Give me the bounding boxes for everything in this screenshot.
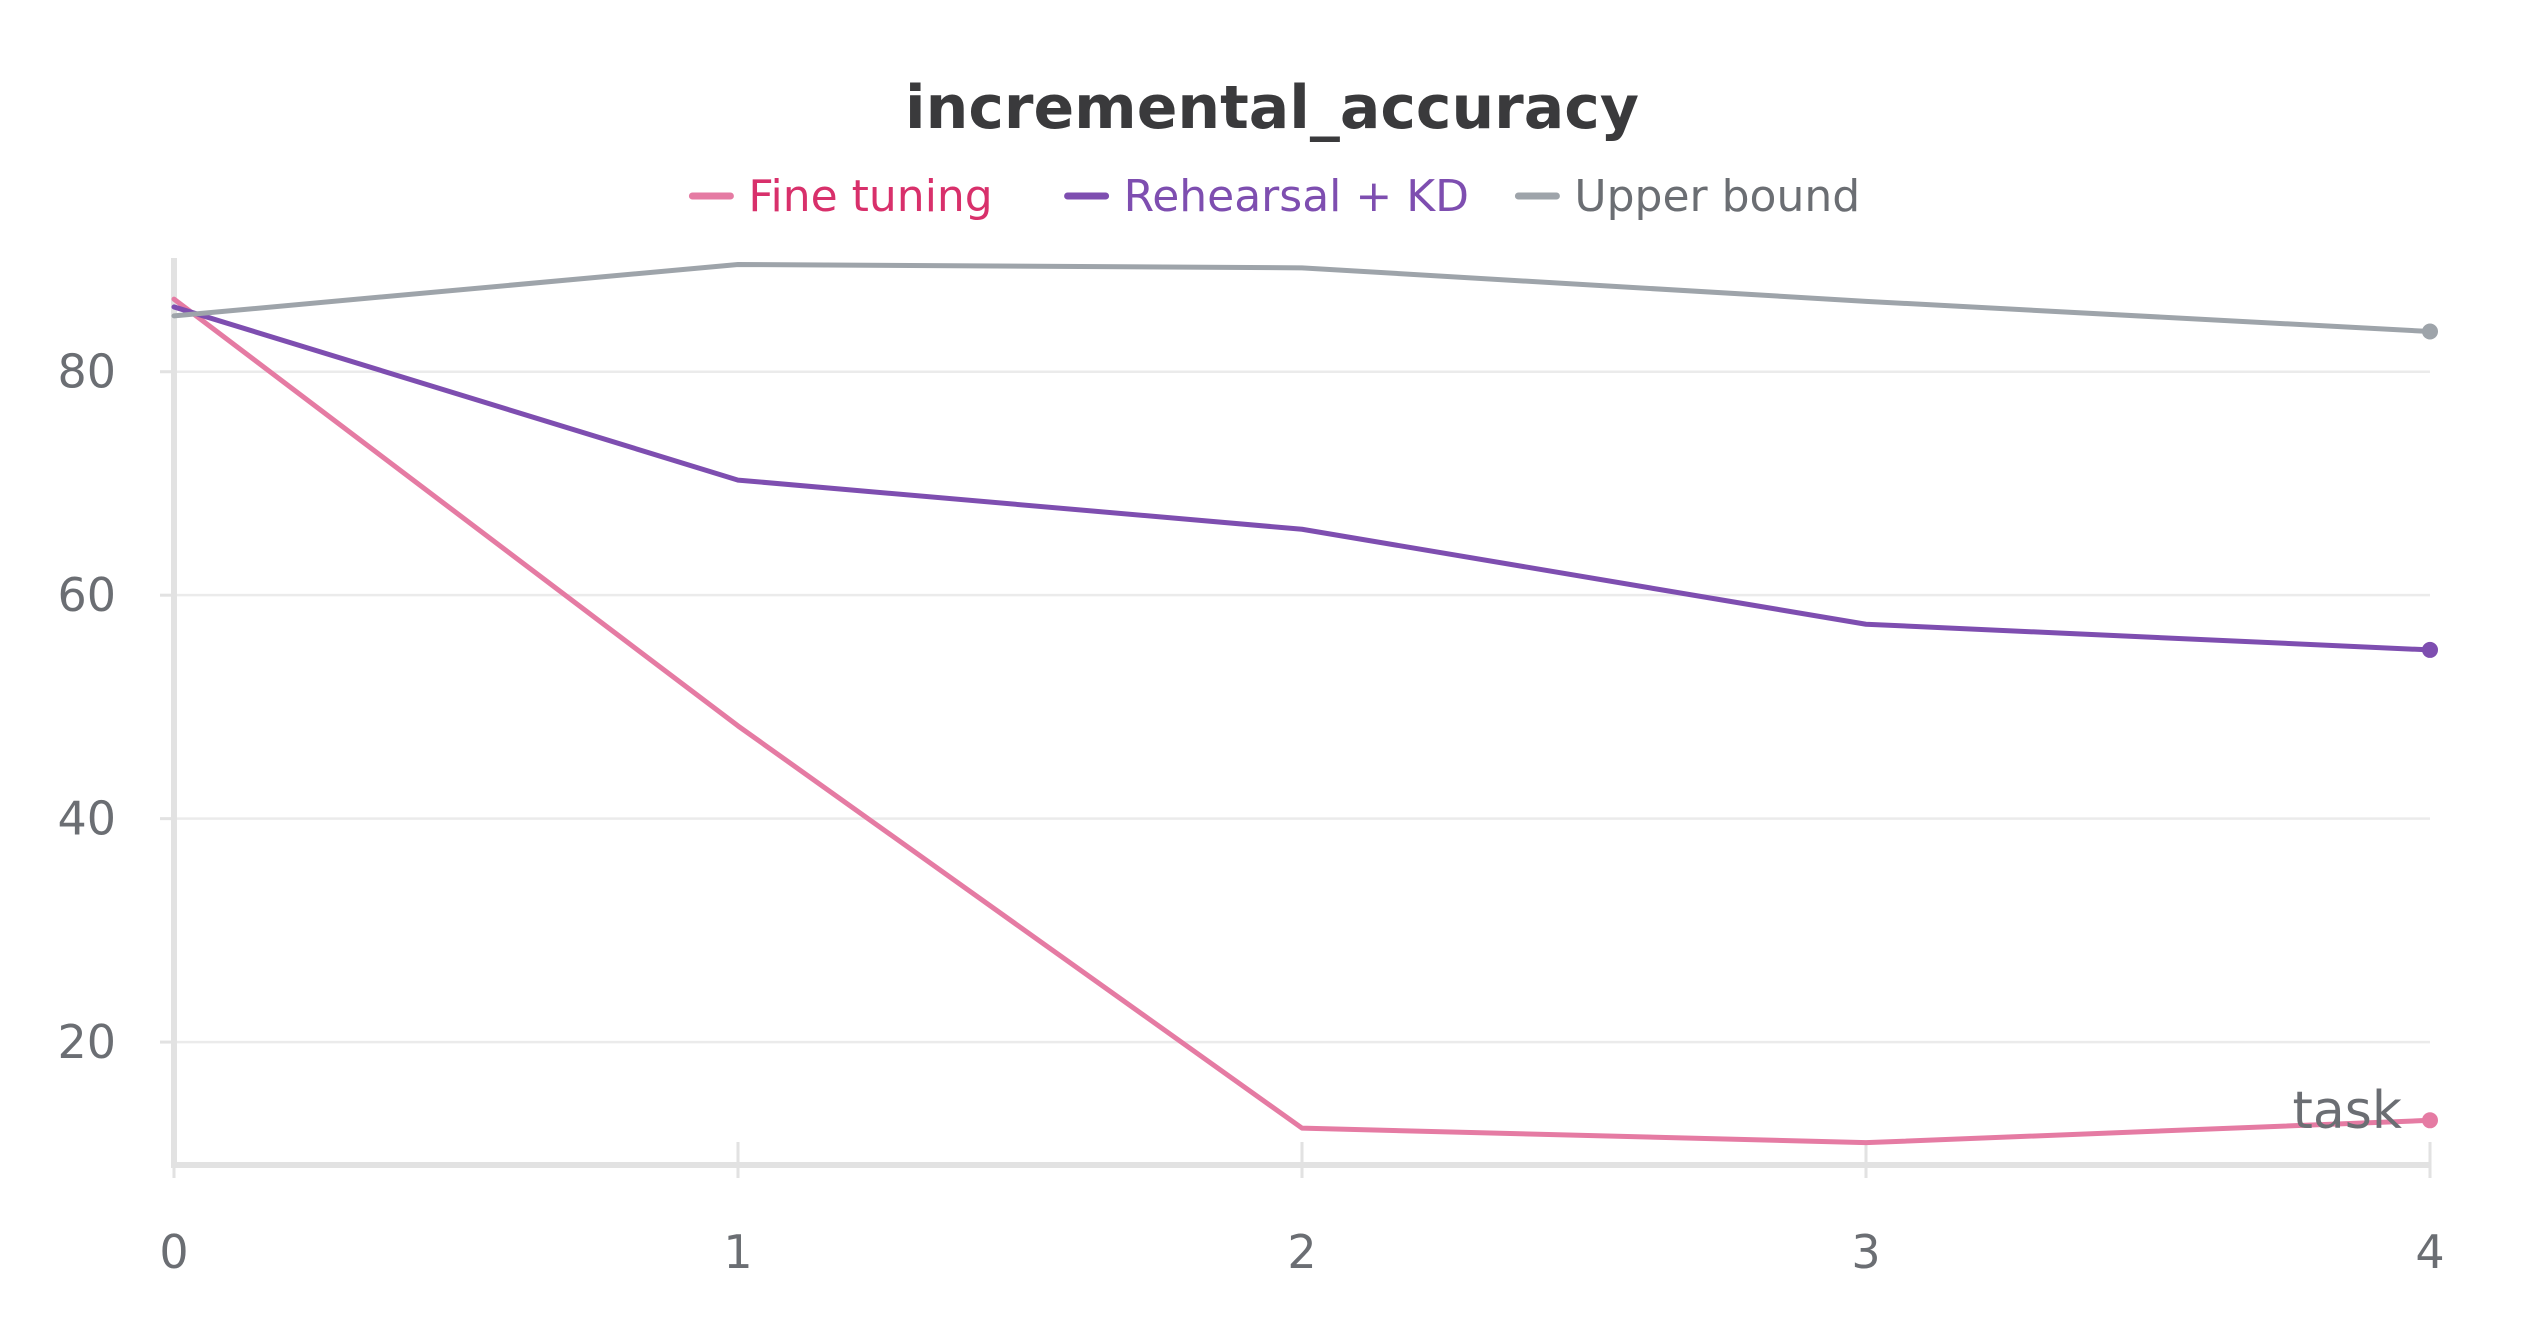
axes (160, 258, 2432, 1178)
x-tick-label: 2 (1287, 1225, 1316, 1279)
gridlines (174, 370, 2430, 1044)
x-tick-label: 3 (1851, 1225, 1880, 1279)
series-line (171, 304, 2433, 653)
legend: Fine tuning Rehearsal + KD Upper bound (688, 171, 1860, 222)
tick-labels: 0 1 2 3 4 20 40 60 80 (57, 345, 2444, 1279)
series-end-marker (2422, 323, 2438, 340)
series-end-marker (2422, 641, 2438, 658)
chart-title: incremental_accuracy (905, 73, 1639, 143)
x-tick-label: 4 (2415, 1225, 2444, 1279)
x-tick-label: 0 (159, 1225, 188, 1279)
x-axis-label: task (2293, 1081, 2402, 1141)
legend-label: Fine tuning (748, 171, 992, 222)
x-tick-label: 1 (723, 1225, 752, 1279)
legend-label: Rehearsal + KD (1124, 171, 1469, 222)
y-tick-label: 20 (57, 1015, 116, 1069)
series-group (171, 261, 2438, 1146)
y-tick-label: 40 (57, 792, 116, 846)
y-tick-label: 80 (57, 345, 116, 399)
series-end-marker (2422, 1112, 2438, 1129)
series-line (171, 261, 2433, 335)
series-line (171, 296, 2433, 1146)
legend-label: Upper bound (1574, 171, 1860, 222)
y-tick-label: 60 (57, 568, 116, 622)
